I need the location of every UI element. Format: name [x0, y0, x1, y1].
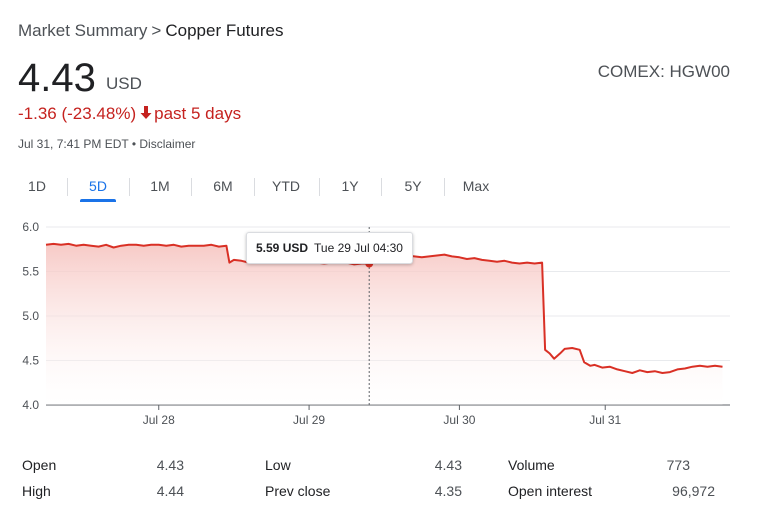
stat-high-value: 4.44	[156, 483, 184, 499]
stat-open-label: Open	[22, 457, 57, 473]
change-period: past 5 days	[154, 104, 242, 123]
disclaimer-link[interactable]: Disclaimer	[139, 137, 196, 151]
stat-open-interest-label: Open interest	[508, 483, 593, 499]
tab-divider	[191, 178, 192, 196]
tab-divider	[381, 178, 382, 196]
x-tick-label: Jul 28	[143, 413, 175, 427]
price-area-fill	[46, 243, 723, 405]
y-tick-label: 5.5	[22, 265, 39, 279]
tab-6m[interactable]: 6M	[213, 178, 233, 194]
stat-open-value: 4.43	[156, 457, 184, 473]
stat-low-value: 4.43	[434, 457, 462, 473]
tooltip-date: Tue 29 Jul 04:30	[314, 241, 403, 255]
price-chart[interactable]: 6.0 5.5 5.0 4.5 4.0 Jul 28 Jul 29 Jul 30 Jul 31	[0, 215, 771, 435]
tab-5d[interactable]: 5D	[80, 176, 116, 202]
tab-ytd[interactable]: YTD	[272, 178, 300, 194]
quote-timestamp: Jul 31, 7:41 PM EDT • Disclaimer	[18, 137, 196, 151]
stat-open-interest-value: 96,972	[672, 483, 715, 499]
tab-divider	[319, 178, 320, 196]
x-tick-label: Jul 29	[293, 413, 325, 427]
y-tick-label: 4.0	[22, 398, 39, 412]
y-tick-label: 4.5	[22, 354, 39, 368]
y-tick-label: 5.0	[22, 309, 39, 323]
tooltip-value: 5.59 USD	[256, 241, 309, 255]
breadcrumb-parent-link[interactable]: Market Summary	[18, 21, 148, 40]
stat-low-label: Low	[265, 457, 291, 473]
tab-divider	[129, 178, 130, 196]
exchange-symbol: COMEX: HGW00	[597, 62, 730, 81]
tab-1y[interactable]: 1Y	[341, 178, 359, 194]
breadcrumb-separator: >	[151, 21, 162, 40]
x-tick-label: Jul 30	[443, 413, 475, 427]
tab-divider	[67, 178, 68, 196]
tab-1m[interactable]: 1M	[150, 178, 170, 194]
price-change: -1.36 (-23.48%) past 5 days	[18, 104, 241, 124]
change-value: -1.36 (-23.48%)	[18, 104, 137, 123]
chart-tooltip: 5.59 USD Tue 29 Jul 04:30	[246, 232, 413, 264]
stat-volume-label: Volume	[508, 457, 555, 473]
stat-prev-close-label: Prev close	[265, 483, 331, 499]
down-arrow-icon	[140, 104, 152, 124]
tab-5y[interactable]: 5Y	[404, 178, 422, 194]
stat-high-label: High	[22, 483, 51, 499]
stat-volume-value: 773	[666, 457, 690, 473]
breadcrumb: Market Summary > Copper Futures	[18, 21, 283, 41]
breadcrumb-current: Copper Futures	[165, 21, 284, 40]
stat-prev-close-value: 4.35	[434, 483, 462, 499]
timestamp-text: Jul 31, 7:41 PM EDT	[18, 137, 129, 151]
tab-divider	[444, 178, 445, 196]
y-tick-label: 6.0	[22, 220, 39, 234]
tab-divider	[254, 178, 255, 196]
current-price: 4.43	[18, 56, 96, 100]
currency-label: USD	[106, 74, 142, 93]
tab-1d[interactable]: 1D	[28, 178, 46, 194]
tab-max[interactable]: Max	[462, 178, 490, 194]
x-tick-label: Jul 31	[589, 413, 621, 427]
